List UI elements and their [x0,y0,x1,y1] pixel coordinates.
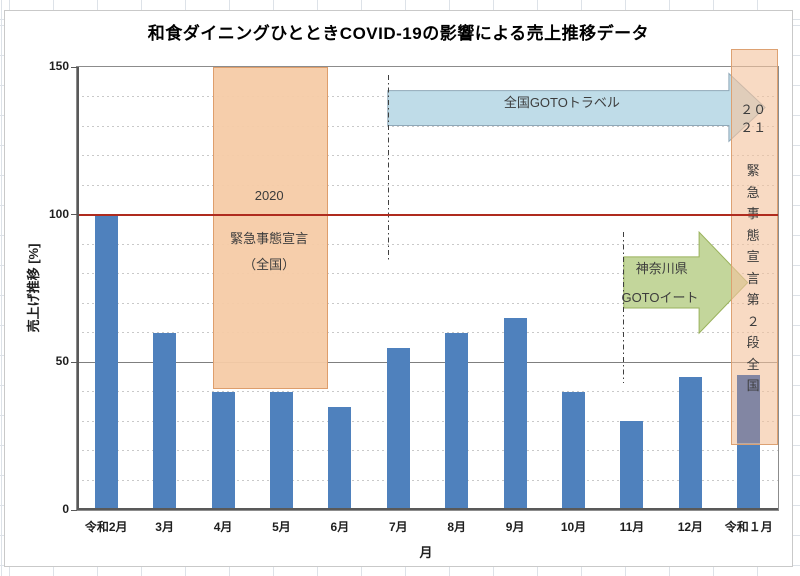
x-tick-label-5月: 5月 [272,520,291,534]
emergency-declaration-2020-label-0: 2020 [254,187,284,203]
bar-7月[interactable] [386,347,410,510]
y-tick-mark-100 [71,214,77,216]
gridline-minor [77,391,778,393]
bar-4月[interactable] [211,391,235,510]
x-tick-label-8月: 8月 [447,520,467,534]
emergency-declaration-2021-label-1: ２１ [740,119,767,135]
goto-eat-start-marker [623,232,625,383]
x-tick-label-令和１月: 令和１月 [724,520,773,534]
goto-travel-start-marker [387,74,389,262]
bar-10月[interactable] [562,391,586,510]
gridline-minor [77,273,778,275]
goto-eat-label-0: 神奈川県 [635,261,688,277]
emergency-declaration-2020[interactable] [212,67,328,390]
x-tick-label-令和2月: 令和2月 [84,520,128,534]
gridline-major [77,361,778,363]
x-tick-label-12月: 12月 [677,520,704,534]
x-tick-label-10月: 10月 [560,520,587,534]
gridline-minor [77,479,778,481]
chart-title: 和食ダイニングひとときCOVID-19の影響による売上推移データ [147,24,650,43]
y-tick-mark-0 [71,509,77,511]
y-tick-label-100: 100 [48,206,69,221]
y-tick-label-50: 50 [55,354,69,369]
x-axis-title: 月 [419,545,433,560]
y-tick-label-0: 0 [62,502,69,516]
bar-5月[interactable] [269,391,293,510]
gridline-minor [77,184,778,186]
goto-eat-arrow[interactable] [623,230,749,335]
y-axis-title: 売上げ推移 [%] [26,243,41,333]
emergency-declaration-2021-label-0: ２０ [740,101,767,117]
bar-12月[interactable] [678,377,702,510]
x-tick-label-6月: 6月 [330,520,350,534]
x-tick-label-11月: 11月 [619,520,645,534]
bar-9月[interactable] [503,318,527,510]
plot-area: 2020 緊急事態宣言 （全国） 全国GOTOトラベル神奈川県 GOTOイート ２０ ２１ 緊… [49,49,779,534]
y-tick-mark-50 [71,361,77,363]
chart-frame[interactable]: 和食ダイニングひとときCOVID-19の影響による売上推移データ 2020 緊急事… [4,10,793,567]
x-tick-label-4月: 4月 [213,520,233,534]
gridline-minor [77,125,778,127]
emergency-declaration-2020-label-1: 緊急事態宣言 [230,230,309,246]
y-tick-mark-150 [71,66,77,68]
reference-line-100 [77,213,778,216]
bar-3月[interactable] [153,332,177,510]
bar-11月[interactable] [620,421,644,510]
gridline-minor [77,420,778,422]
gridline-minor [77,243,778,245]
y-axis-line [77,67,79,510]
jan-bar-shaded-segment [737,375,761,443]
gridline-minor [77,302,778,304]
bar-8月[interactable] [445,332,469,510]
y-tick-label-150: 150 [48,59,69,73]
goto-travel-label-0: 全国GOTOトラベル [503,95,620,111]
gridline-minor [77,450,778,452]
goto-eat-label-1: GOTOイート [621,290,699,306]
x-tick-label-7月: 7月 [388,520,408,534]
gridline-minor [77,155,778,157]
x-tick-label-9月: 9月 [505,520,525,534]
x-axis-line [77,508,778,510]
bar-6月[interactable] [328,406,352,510]
emergency-declaration-2020-label-2: （全国） [243,256,296,272]
gridline-minor [77,332,778,334]
bar-令和2月[interactable] [94,214,118,510]
emergency-declaration-2021-vertical-label: 緊 急 事 態 宣 言 第 ２ 段 全 国 [746,163,760,394]
x-tick-label-3月: 3月 [155,520,174,534]
